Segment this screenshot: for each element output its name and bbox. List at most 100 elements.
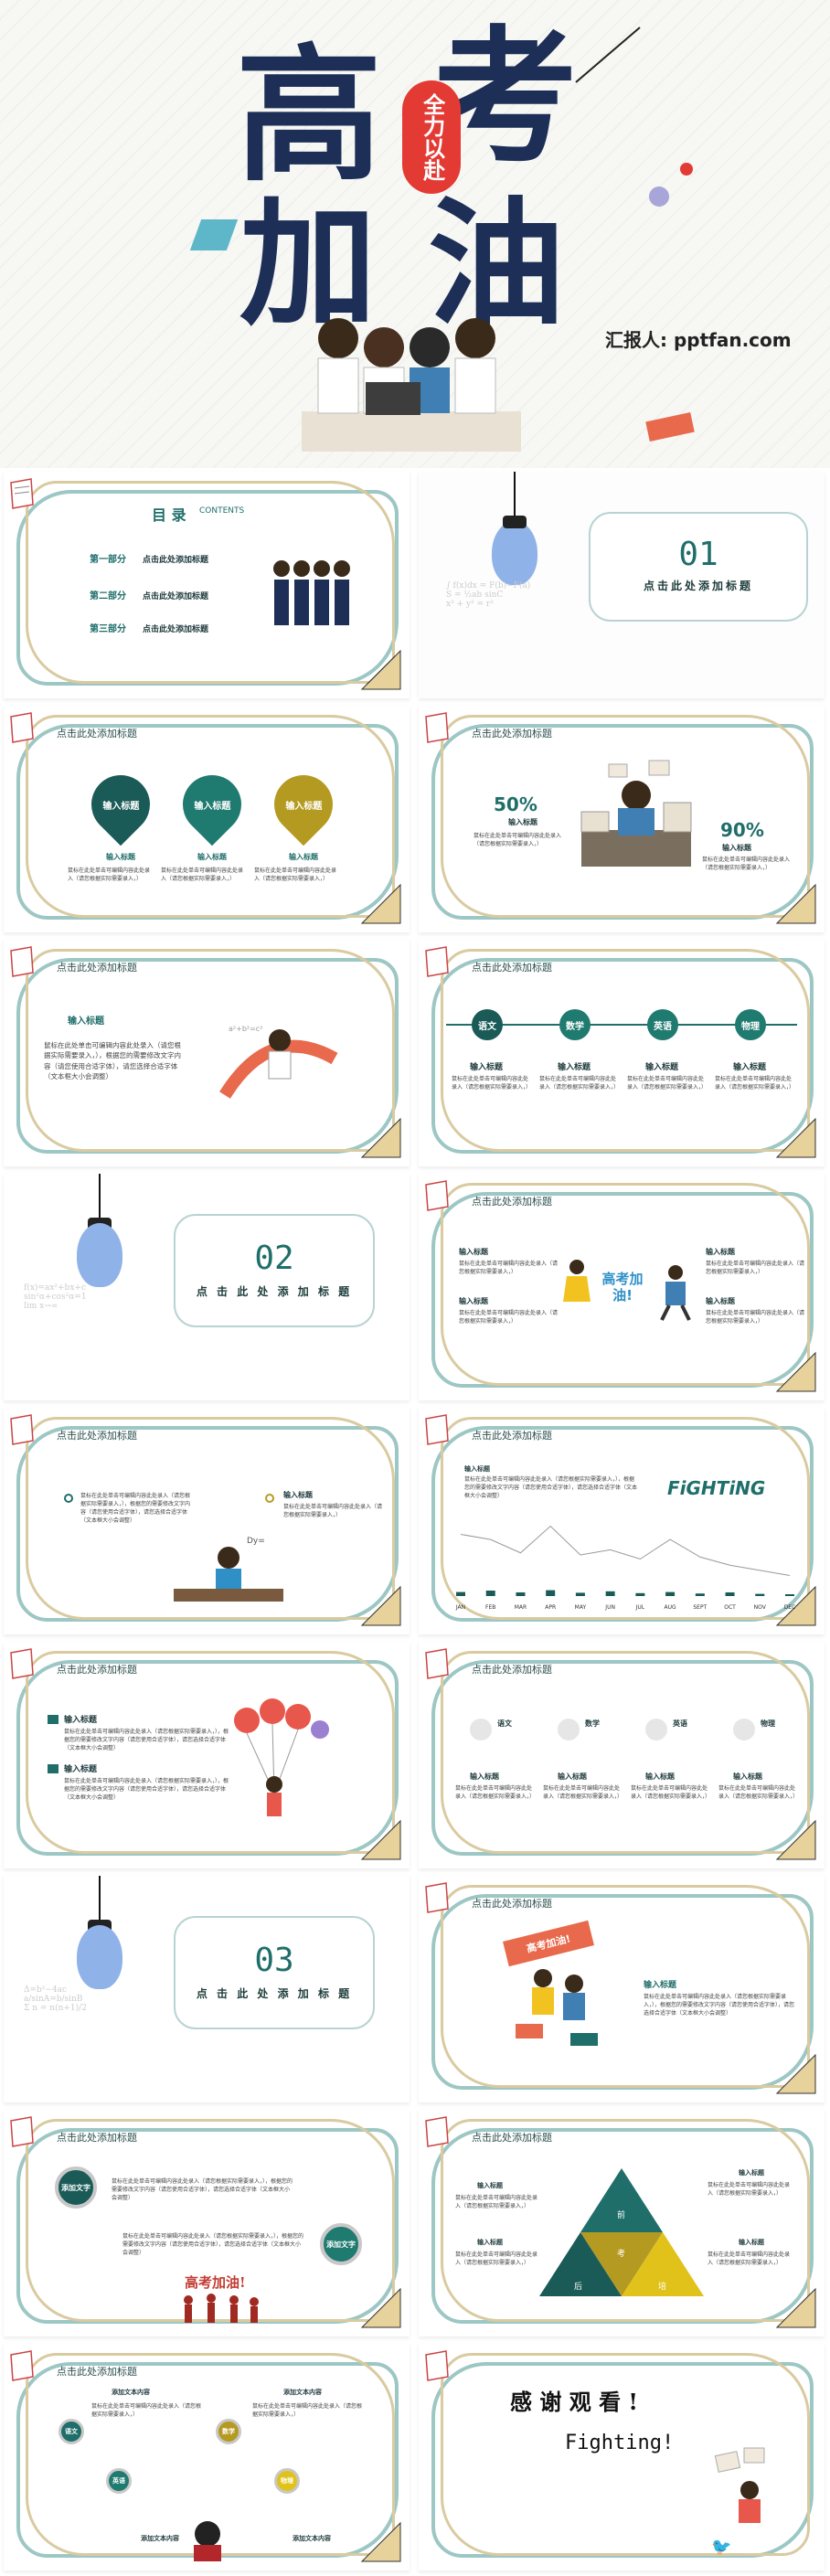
subject-label: 英语	[654, 1021, 672, 1032]
toc-text: 点击此处添加标题	[143, 592, 209, 601]
flow-head: 添加文本内容	[293, 2535, 331, 2542]
slide-toc[interactable]: 目 录 CONTENTS 第一部分 点击此处添加标题 第二部分 点击此处添加标题 第…	[4, 472, 410, 698]
chart-bar	[725, 1592, 735, 1596]
slide-section-01[interactable]: 01 点击此处添加标题 ∫ f(x)dx = F(b)−F(a) S = ½ab …	[419, 472, 825, 698]
label-circle: 添加文字	[55, 2166, 97, 2209]
flow-circle: 语文	[59, 2419, 84, 2444]
toc-item[interactable]: 第三部分 点击此处添加标题	[90, 618, 208, 635]
item-body: 鼠标在此处单击可编辑内容此处录入（请您根据实际需要录入，）	[543, 1785, 623, 1800]
subject-circle: 语文	[472, 1009, 503, 1040]
subject-label: 语文	[478, 1021, 496, 1032]
bulb-icon	[492, 521, 537, 585]
slide-flag[interactable]: 点击此处添加标题 高考加油! 输入标题 鼠标在此处单击可编辑内容此处录入（请您根…	[419, 1876, 825, 2102]
slide-pyramid[interactable]: 点击此处添加标题 前 考 后 培 输入标题 鼠标在此处单击可编辑内容此处录入（请…	[419, 2110, 825, 2336]
slide-balloons[interactable]: 点击此处添加标题 输入标题 鼠标在此处单击可编辑内容此处录入（请您根据实际需要录…	[4, 1642, 410, 1868]
chart-tick-label: APR	[545, 1604, 556, 1611]
chart-tick-label: JUL	[635, 1604, 645, 1611]
thanks-title: 感 谢 观 看 !	[510, 2389, 638, 2415]
clip-icon	[10, 2350, 34, 2381]
flow-circle: 物理	[274, 2468, 300, 2494]
slide-title: 点击此处添加标题	[472, 962, 552, 974]
jumping-girl-icon	[563, 1260, 591, 1302]
slide-two-items[interactable]: 点击此处添加标题 鼠标在此处单击可编辑内容此处录入（请您根据实际需要录入，），根…	[4, 1408, 410, 1634]
item-body: 鼠标在此处单击可编辑内容此处录入（请您根据实际需要录入，）	[455, 1785, 536, 1800]
pyramid-label-left: 后	[574, 2283, 583, 2292]
slide-frame	[431, 2128, 814, 2324]
slide-frame	[441, 1651, 810, 1854]
item-body: 鼠标在此处单击可编辑内容此处录入（请您根据实际需要录入，），根据您的需要修改文字…	[112, 2178, 293, 2201]
item-title: 输入标题	[68, 1017, 104, 1027]
item-title: 输入标题	[558, 1063, 591, 1072]
slide-thanks[interactable]: 感 谢 观 看 ! Fighting! 🐦	[419, 2344, 825, 2571]
clip-icon	[425, 2350, 449, 2381]
percent-left: 50%	[494, 793, 537, 815]
item-title: 输入标题	[459, 1297, 488, 1305]
section-panel: 03 点 击 此 处 添 加 标 题	[174, 1916, 375, 2029]
item-title: 输入标题	[64, 1716, 98, 1725]
slide-title: 点击此处添加标题	[57, 728, 137, 740]
toc-item[interactable]: 第一部分 点击此处添加标题	[90, 548, 208, 566]
item-title: 输入标题	[706, 1248, 735, 1256]
item-title: 输入标题	[464, 1465, 490, 1473]
pyramid-center	[580, 2232, 663, 2296]
slide-frame	[16, 1660, 399, 1856]
slide-section-02[interactable]: 02 点 击 此 处 添 加 标 题 f(x)=ax²+bx+c sin²α+co…	[4, 1174, 410, 1400]
section-number: 02	[254, 1240, 294, 1277]
label-circle-text: 添加文字	[326, 2240, 356, 2249]
section-title: 点 击 此 处 添 加 标 题	[196, 1285, 353, 1298]
reporter-text: 汇报人: pptfan.com	[605, 329, 792, 351]
chart-bar	[575, 1592, 585, 1596]
percent-left-title: 输入标题	[508, 818, 537, 826]
item-title: 输入标题	[289, 853, 318, 861]
ruler-icon	[360, 2521, 401, 2562]
subject-label: 数学	[585, 1719, 600, 1728]
slide-subjects-timeline[interactable]: 点击此处添加标题 语文 数学 英语 物理 输入标题 输入标题 输入标题 输入标题…	[419, 940, 825, 1166]
slide-frame	[26, 715, 395, 918]
slide-text-image[interactable]: 点击此处添加标题 输入标题 鼠标在此处单击可编辑内容此处录入（请您根据实际需要录…	[4, 940, 410, 1166]
slide-frame	[441, 1885, 810, 2088]
bird-icon: 🐦	[711, 2538, 732, 2557]
slide-pins[interactable]: 点击此处添加标题 输入标题 输入标题 输入标题 输入标题 输入标题 输入标题 鼠…	[4, 706, 410, 932]
item-title: 输入标题	[733, 1063, 767, 1072]
slide-flow[interactable]: 点击此处添加标题 添加文本内容 添加文本内容 语文 数学 英语 物理 鼠标在此处…	[4, 2344, 410, 2571]
ruler-icon	[775, 1117, 816, 1158]
slide-percent[interactable]: 点击此处添加标题 50% 输入标题 鼠标在此处单击可编辑内容此处录入（请您根据实…	[419, 706, 825, 932]
item-title: 输入标题	[739, 2239, 764, 2246]
clip-icon	[425, 712, 449, 743]
students-with-flag-illustration	[516, 1969, 598, 2046]
hero-slide[interactable]: 高 考 加 油 全力以赴 汇报人: pptfan.com	[0, 0, 830, 468]
flow-head: 添加文本内容	[141, 2535, 179, 2542]
slide-circle-text[interactable]: 点击此处添加标题 添加文字 鼠标在此处单击可编辑内容此处录入（请您根据实际需要录…	[4, 2110, 410, 2336]
slide-section-03[interactable]: 03 点 击 此 处 添 加 标 题 Δ=b²−4ac a/sinA=b/sinB…	[4, 1876, 410, 2102]
toc-item[interactable]: 第二部分 点击此处添加标题	[90, 585, 208, 602]
pyramid-diagram	[539, 2168, 704, 2296]
item-body: 鼠标在此处单击可编辑内容此处录入（请您根据实际需要录入，）	[283, 1504, 383, 1518]
slide-frame	[431, 1426, 814, 1622]
ruler-icon	[360, 1819, 401, 1860]
pyramid-label-right: 培	[658, 2283, 667, 2292]
chart-bar	[605, 1591, 615, 1596]
item-body: 鼠标在此处单击可编辑内容此处录入（请您根据实际需要录入，）	[706, 1310, 805, 1325]
cheer-title: 高考加油!	[185, 2274, 246, 2291]
bullet-icon	[48, 1715, 59, 1724]
toc-part: 第三部分	[90, 624, 126, 634]
chart-tick-label: SEPT	[693, 1604, 707, 1611]
item-body: 鼠标在此处单击可编辑内容此处录入（请您根据实际需要录入，），根据您的需要修改文字…	[122, 2233, 304, 2256]
slide-chart[interactable]: 点击此处添加标题 输入标题 鼠标在此处单击可编辑内容此处录入（请您根据实际需要录…	[419, 1408, 825, 1634]
slide-cheer[interactable]: 点击此处添加标题 输入标题 鼠标在此处单击可编辑内容此处录入（请您根据实际需要录…	[419, 1174, 825, 1400]
line-bar-chart: JAN FEB MAR APR MAY JUN JUL AUG SEPT OCT NOV DEC	[455, 1525, 795, 1611]
bullet-icon	[265, 1494, 274, 1503]
hero-badge-text: 全力以赴	[419, 93, 445, 181]
chart-tick-label: JUN	[604, 1604, 615, 1611]
item-body: 鼠标在此处单击可编辑内容此处录入（请您根据实际需要录入，）	[718, 1785, 799, 1800]
percent-right-title: 输入标题	[722, 844, 751, 852]
item-title: 输入标题	[477, 2239, 503, 2246]
slide-title: 点击此处添加标题	[472, 2132, 552, 2144]
slide-frame	[441, 2119, 810, 2322]
item-title: 输入标题	[558, 1772, 587, 1781]
slide-frame	[441, 1183, 810, 1386]
cheering-crowd-icon	[184, 2294, 259, 2323]
item-body: 鼠标在此处单击可编辑内容此处录入（请您根据实际需要录入，）	[715, 1076, 795, 1091]
section-title: 点击此处添加标题	[643, 580, 753, 592]
slide-subjects-gray[interactable]: 点击此处添加标题 语文 数学 英语 物理 输入标题 输入标题 输入标题 输入标题…	[419, 1642, 825, 1868]
